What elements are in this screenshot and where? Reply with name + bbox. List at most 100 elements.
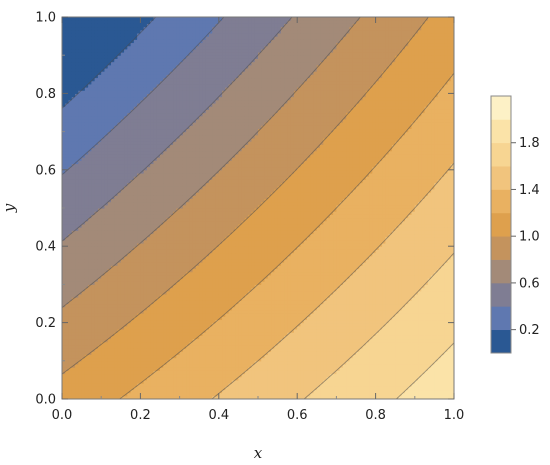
contour-cell xyxy=(169,195,174,200)
contour-cell xyxy=(62,287,66,292)
contour-cell xyxy=(78,93,83,98)
contour-cell xyxy=(143,157,148,161)
contour-cell xyxy=(94,249,99,254)
contour-cell xyxy=(97,58,102,63)
contour-cell xyxy=(166,344,171,349)
contour-cell xyxy=(130,134,135,139)
contour-cell xyxy=(117,341,122,346)
contour-cell xyxy=(88,227,92,231)
contour-cell xyxy=(156,48,161,53)
contour-cell xyxy=(107,370,112,375)
contour-cell xyxy=(88,249,92,254)
contour-cell xyxy=(124,262,128,266)
contour-cell xyxy=(156,188,161,193)
contour-cell xyxy=(127,360,132,365)
contour-cell xyxy=(140,128,145,133)
contour-cell xyxy=(62,379,66,384)
contour-cell xyxy=(189,64,194,69)
contour-cell xyxy=(101,258,106,263)
contour-cell xyxy=(156,169,161,174)
contour-cell xyxy=(189,227,194,231)
contour-cell xyxy=(127,271,132,276)
contour-cell xyxy=(62,58,66,63)
contour-cell xyxy=(127,74,132,79)
contour-cell xyxy=(179,223,184,228)
contour-cell xyxy=(179,293,184,298)
contour-cell xyxy=(130,179,135,184)
contour-cell xyxy=(124,112,128,117)
contour-cell xyxy=(111,274,115,279)
contour-cell xyxy=(114,64,119,69)
contour-cell xyxy=(169,137,174,142)
contour-cell xyxy=(120,147,125,152)
contour-cell xyxy=(130,106,135,110)
contour-cell xyxy=(78,395,83,399)
contour-cell xyxy=(140,208,145,212)
contour-cell xyxy=(186,195,190,200)
contour-cell xyxy=(189,90,194,94)
contour-cell xyxy=(166,163,171,168)
contour-cell xyxy=(75,118,79,123)
contour-cell xyxy=(62,80,66,85)
contour-cell xyxy=(127,252,132,257)
contour-cell xyxy=(130,262,135,266)
contour-cell xyxy=(71,112,76,117)
contour-cell xyxy=(160,376,164,381)
contour-cell xyxy=(186,118,190,123)
contour-cell xyxy=(78,201,83,206)
contour-cell xyxy=(179,112,184,117)
contour-cell xyxy=(163,131,168,136)
contour-cell xyxy=(75,106,79,110)
contour-cell xyxy=(189,214,194,219)
contour-cell xyxy=(189,169,194,174)
contour-cell xyxy=(160,227,164,231)
contour-cell xyxy=(114,71,119,75)
contour-cell xyxy=(192,61,197,66)
contour-cell xyxy=(94,118,99,123)
contour-cell xyxy=(117,357,122,362)
contour-cell xyxy=(150,42,155,47)
contour-cell xyxy=(179,192,184,196)
contour-cell xyxy=(88,246,92,250)
contour-cell xyxy=(117,99,122,104)
contour-cell xyxy=(107,99,112,104)
contour-cell xyxy=(62,39,66,44)
contour-cell xyxy=(163,211,168,215)
contour-cell xyxy=(192,29,197,34)
contour-cell xyxy=(143,233,148,238)
contour-cell xyxy=(107,42,112,47)
contour-cell xyxy=(189,204,194,209)
contour-cell xyxy=(101,383,106,387)
contour-cell xyxy=(179,309,184,314)
contour-cell xyxy=(166,179,171,184)
contour-cell xyxy=(173,348,177,352)
contour-cell xyxy=(104,360,109,365)
contour-cell xyxy=(150,93,155,98)
contour-cell xyxy=(156,160,161,165)
contour-cell xyxy=(127,348,132,352)
contour-cell xyxy=(78,112,83,117)
contour-cell xyxy=(137,160,141,165)
contour-cell xyxy=(101,61,106,66)
contour-cell xyxy=(186,360,190,365)
contour-cell xyxy=(146,328,151,333)
contour-cell xyxy=(176,360,181,365)
contour-cell xyxy=(68,192,73,196)
contour-cell xyxy=(176,90,181,94)
contour-cell xyxy=(84,363,89,368)
contour-cell xyxy=(94,45,99,50)
contour-cell xyxy=(117,169,122,174)
contour-cell xyxy=(176,252,181,257)
contour-cell xyxy=(94,17,99,21)
contour-cell xyxy=(124,357,128,362)
contour-cell xyxy=(127,383,132,387)
contour-cell xyxy=(156,52,161,56)
contour-cell xyxy=(117,233,122,238)
contour-cell xyxy=(127,223,132,228)
contour-cell xyxy=(101,357,106,362)
contour-cell xyxy=(153,313,158,317)
contour-cell xyxy=(65,351,70,356)
contour-cell xyxy=(130,395,135,399)
contour-cell xyxy=(117,195,122,200)
contour-cell xyxy=(140,230,145,235)
